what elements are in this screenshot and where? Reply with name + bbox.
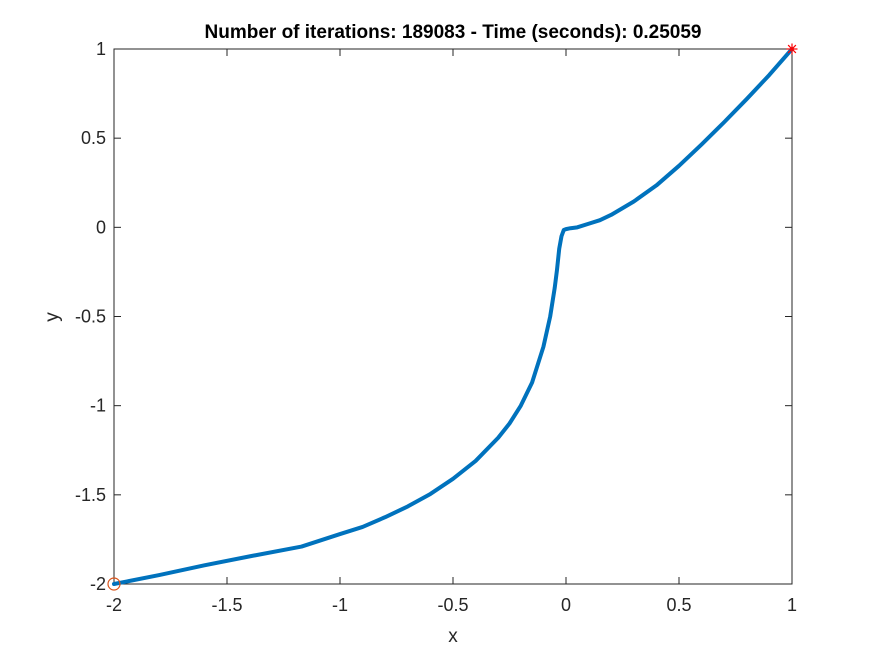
end-marker-asterisk — [786, 43, 798, 55]
x-tick-label: -1.5 — [211, 595, 242, 615]
x-axis-label: x — [448, 626, 458, 647]
x-axis-ticks: -2 -1.5 -1 -0.5 0 0.5 1 — [106, 49, 797, 615]
start-marker-circle — [107, 577, 121, 591]
x-tick-label: -1 — [332, 595, 348, 615]
y-axis-label: y — [42, 312, 63, 322]
y-axis-ticks: -2 -1.5 -1 -0.5 0 0.5 1 — [75, 39, 792, 594]
y-tick-label: -0.5 — [75, 307, 106, 327]
series-line-0 — [112, 47, 794, 586]
marker-layer — [107, 43, 798, 591]
y-tick-label: -1 — [90, 396, 106, 416]
x-tick-label: -0.5 — [437, 595, 468, 615]
series-layer — [112, 47, 794, 586]
x-tick-label: 1 — [787, 595, 797, 615]
asterisk-stroke — [787, 44, 797, 54]
y-tick-label: 0.5 — [81, 128, 106, 148]
x-tick-label: 0.5 — [666, 595, 691, 615]
chart-title: Number of iterations: 189083 - Time (sec… — [205, 22, 702, 43]
axes-box — [113, 48, 793, 585]
plot-area — [113, 48, 793, 585]
y-tick-label: -1.5 — [75, 485, 106, 505]
x-tick-label: 0 — [561, 595, 571, 615]
y-tick-label: 1 — [96, 39, 106, 59]
x-tick-label: -2 — [106, 595, 122, 615]
y-tick-label: -2 — [90, 574, 106, 594]
y-tick-label: 0 — [96, 217, 106, 237]
